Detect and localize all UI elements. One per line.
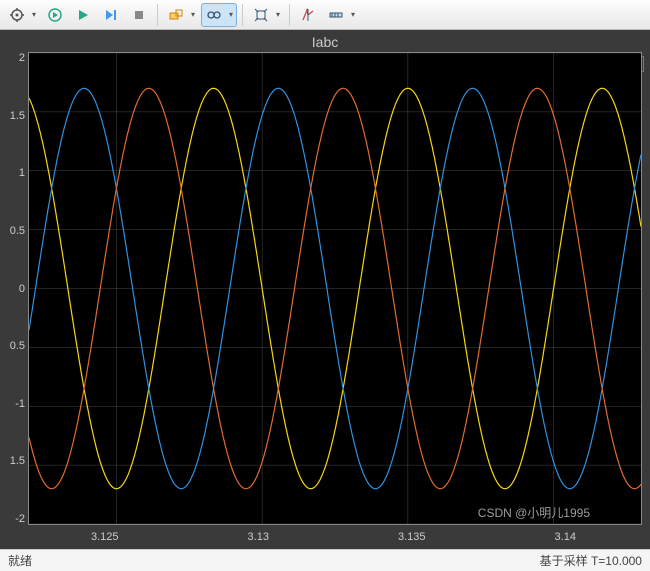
y-tick-label: 0.5: [0, 340, 25, 352]
y-tick-label: 1: [0, 167, 25, 179]
separator: [242, 4, 243, 26]
x-tick-label: 3.125: [28, 531, 182, 543]
status-left: 就绪: [8, 552, 32, 569]
highlight-icon[interactable]: [163, 3, 199, 27]
scope-area: Iabc ▤ 21.510.500.5-11.5-2 3.1253.133.13…: [0, 30, 650, 549]
y-tick-label: 0: [0, 283, 25, 295]
y-tick-label: 2: [0, 52, 25, 64]
separator: [157, 4, 158, 26]
zoom-extents-icon[interactable]: [248, 3, 284, 27]
x-axis: 3.1253.133.1353.14: [0, 525, 650, 549]
play-icon[interactable]: [70, 3, 96, 27]
scope-title: Iabc: [0, 30, 650, 52]
cursor-icon[interactable]: [295, 3, 321, 27]
status-right: 基于采样 T=10.000: [540, 552, 642, 569]
y-tick-label: -2: [0, 513, 25, 525]
y-tick-label: 0.5: [0, 225, 25, 237]
y-tick-label: 1.5: [0, 110, 25, 122]
status-bar: 就绪 基于采样 T=10.000: [0, 549, 650, 571]
y-tick-label: 1.5: [0, 455, 25, 467]
toolbar: [0, 0, 650, 30]
run-all-icon[interactable]: [42, 3, 68, 27]
x-tick-label: 3.13: [182, 531, 336, 543]
plot-wrap: 2 1.5 1 0.5 0 0.5 -1 1.5 -2: [0, 52, 650, 525]
y-tick-label: -1: [0, 398, 25, 410]
y-axis: 2 1.5 1 0.5 0 0.5 -1 1.5 -2: [0, 52, 28, 525]
zoom-link-icon[interactable]: [201, 3, 237, 27]
stop-icon[interactable]: [126, 3, 152, 27]
separator: [289, 4, 290, 26]
step-icon[interactable]: [98, 3, 124, 27]
measure-icon[interactable]: [323, 3, 359, 27]
x-tick-label: 3.14: [489, 531, 643, 543]
settings-icon[interactable]: [4, 3, 40, 27]
plot-canvas[interactable]: [28, 52, 642, 525]
x-tick-label: 3.135: [335, 531, 489, 543]
